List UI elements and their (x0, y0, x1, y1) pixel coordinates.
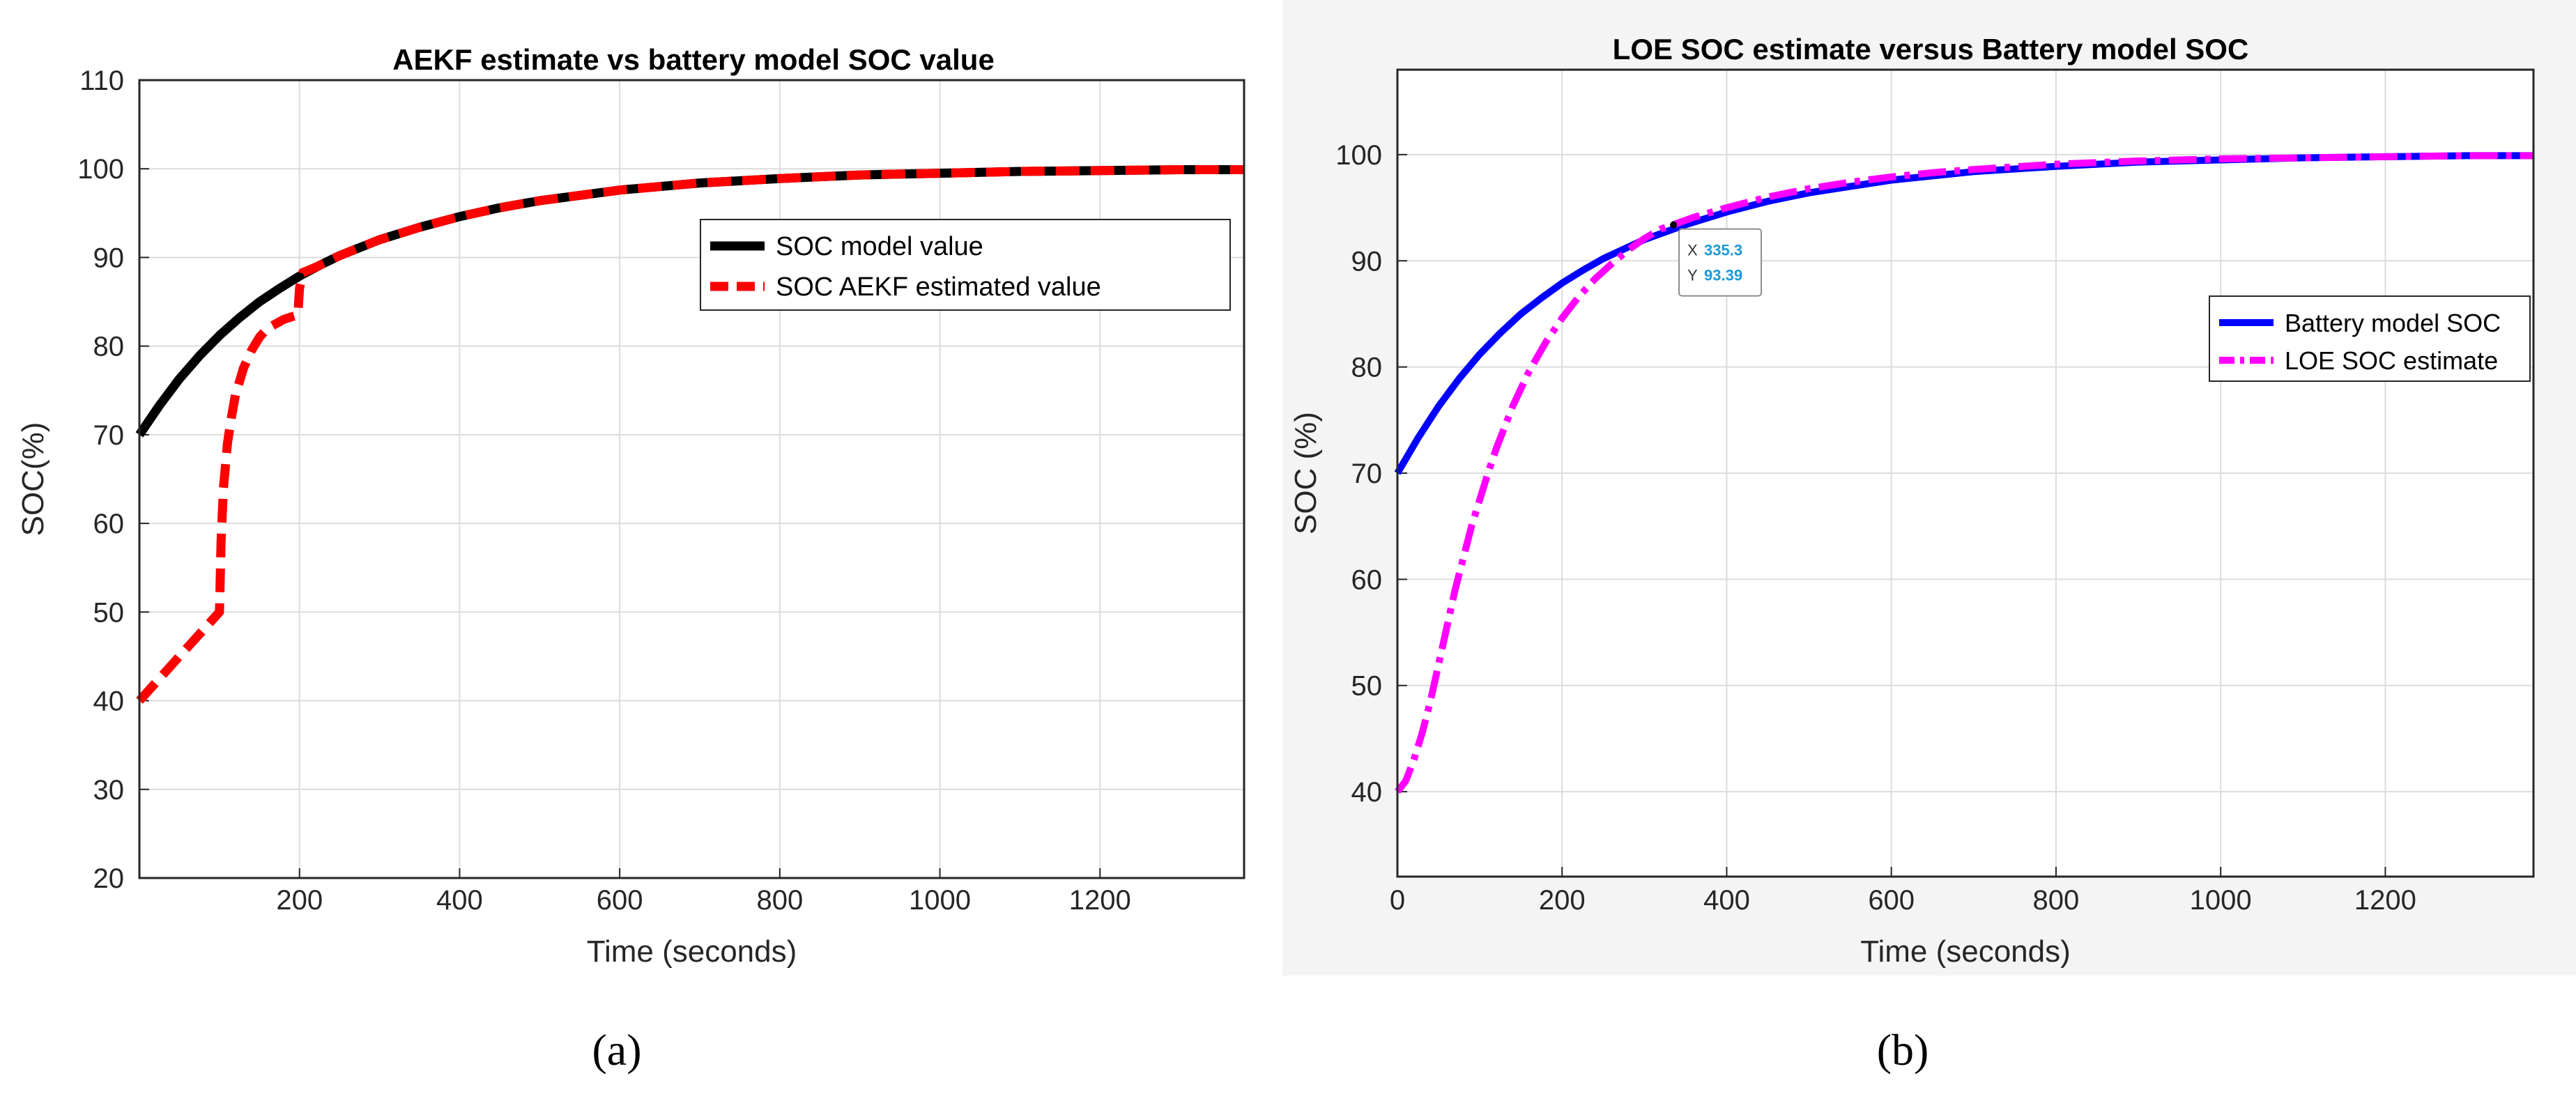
y-axis-label: SOC (%) (1289, 412, 1323, 534)
y-tick-label: 90 (1351, 246, 1383, 277)
legend-box (700, 219, 1231, 311)
y-tick-label: 90 (93, 242, 125, 273)
chart-a: 200 400 600 800 1000 1200 20 30 40 50 60 70 80 90 100 1… (16, 43, 1245, 969)
chart-b: 0 200 400 600 800 1000 1200 40 50 60 70 80 90 100 LOE … (1289, 33, 2535, 969)
x-tick-label: 200 (276, 885, 323, 916)
series-line-2 (136, 165, 1244, 704)
y-tick-label: 80 (1351, 353, 1383, 383)
y-tick-label: 20 (93, 863, 125, 894)
series-line-1 (135, 165, 1244, 438)
y-tick-label: 60 (1351, 564, 1383, 595)
x-tick-label: 400 (1703, 885, 1750, 916)
legend-label-2: LOE SOC estimate (2285, 346, 2498, 375)
chart-title: LOE SOC estimate versus Battery model SO… (1613, 33, 2249, 66)
datatip-marker (1670, 221, 1678, 229)
series-line-2 (1395, 152, 2533, 794)
datatip-x-value: 335.3 (1704, 242, 1742, 259)
axes-box (138, 79, 1245, 879)
legend-box (2209, 295, 2531, 382)
x-tick-label: 1200 (2354, 885, 2416, 916)
x-tick-label: 400 (436, 885, 483, 916)
y-tick-label: 100 (77, 154, 124, 185)
legend: SOC model value SOC AEKF estimated value (700, 219, 1231, 311)
y-tick-label: 70 (1351, 459, 1383, 489)
x-tick-label: 1000 (909, 885, 971, 916)
y-axis-label: SOC(%) (16, 422, 50, 537)
x-axis-label: Time (seconds) (587, 934, 797, 969)
y-tick-label: 50 (93, 597, 125, 628)
y-tick-label: 40 (93, 686, 125, 717)
legend-label-1: SOC model value (776, 232, 983, 261)
y-tick-label: 40 (1351, 777, 1383, 808)
x-tick-label: 1000 (2190, 885, 2252, 916)
y-tick-label: 70 (93, 420, 125, 451)
y-tick-label: 30 (93, 775, 125, 806)
datatip: X 335.3 Y 93.39 (1678, 228, 1763, 297)
x-tick-label: 600 (1868, 885, 1915, 916)
y-tick-label: 110 (79, 66, 124, 96)
legend-label-2: SOC AEKF estimated value (776, 272, 1101, 302)
datatip-y-label: Y (1687, 267, 1698, 284)
y-tick-label: 80 (93, 332, 125, 362)
x-tick-label: 800 (2033, 885, 2080, 916)
grid (139, 79, 1244, 879)
y-tick-label: 50 (1351, 671, 1383, 702)
datatip-box (1678, 228, 1763, 297)
x-axis-label: Time (seconds) (1860, 934, 2071, 969)
x-tick-label: 600 (597, 885, 643, 916)
axes-box (1396, 68, 2535, 878)
plot-area (139, 80, 1244, 878)
caption-b: (b) (1876, 1025, 1929, 1075)
x-tick-label: 800 (756, 885, 803, 916)
y-tick-label: 100 (1335, 140, 1382, 171)
legend: Battery model SOC LOE SOC estimate (2209, 295, 2531, 382)
datatip-y-value: 93.39 (1704, 267, 1742, 284)
y-tick-label: 60 (93, 509, 125, 539)
legend-label-1: Battery model SOC (2285, 309, 2501, 337)
datatip-x-label: X (1687, 242, 1698, 259)
caption-a: (a) (592, 1025, 642, 1075)
chart-title: AEKF estimate vs battery model SOC value (392, 43, 995, 76)
x-tick-label: 1200 (1069, 885, 1131, 916)
x-tick-label: 200 (1539, 885, 1586, 916)
x-tick-label: 0 (1390, 885, 1405, 916)
